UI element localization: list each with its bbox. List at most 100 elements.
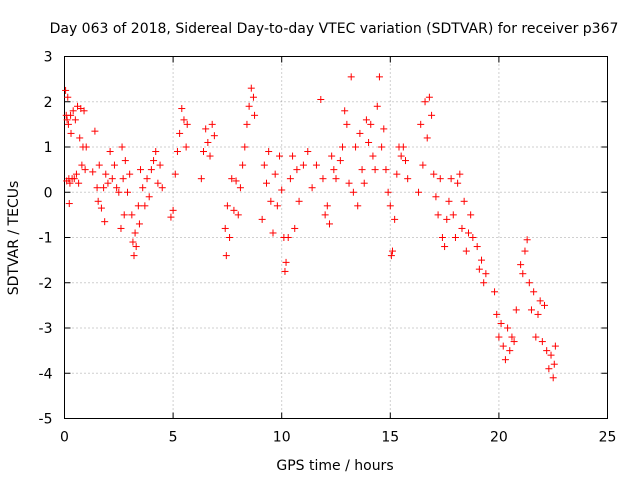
- data-point: [64, 93, 72, 101]
- data-point: [200, 148, 208, 156]
- data-point: [328, 152, 336, 160]
- data-point: [72, 170, 80, 178]
- data-point: [369, 152, 377, 160]
- data-point: [482, 270, 490, 278]
- data-point: [397, 152, 405, 160]
- data-points: [62, 73, 559, 382]
- data-point: [145, 193, 153, 201]
- data-point: [234, 211, 242, 219]
- data-point: [504, 324, 512, 332]
- data-point: [202, 125, 210, 133]
- data-point: [447, 175, 455, 183]
- data-point: [128, 211, 136, 219]
- data-point: [428, 111, 436, 119]
- data-point: [347, 73, 355, 81]
- data-point: [243, 120, 251, 128]
- data-point: [130, 252, 138, 260]
- data-point: [197, 175, 205, 183]
- x-tick-label: 0: [60, 430, 69, 446]
- data-point: [349, 188, 357, 196]
- data-point: [152, 148, 160, 156]
- data-point: [425, 93, 433, 101]
- data-point: [135, 220, 143, 228]
- data-point: [419, 161, 427, 169]
- data-point: [232, 177, 240, 185]
- data-point: [239, 161, 247, 169]
- data-point: [525, 279, 533, 287]
- data-point: [550, 360, 558, 368]
- data-point: [432, 193, 440, 201]
- data-point: [365, 138, 373, 146]
- data-point: [204, 138, 212, 146]
- data-point: [63, 116, 71, 124]
- data-point: [273, 202, 281, 210]
- data-point: [417, 120, 425, 128]
- data-point: [169, 206, 177, 214]
- data-point: [267, 197, 275, 205]
- data-point: [134, 202, 142, 210]
- data-point: [113, 184, 121, 192]
- data-point: [247, 84, 255, 92]
- data-point: [380, 125, 388, 133]
- data-point: [339, 143, 347, 151]
- data-point: [362, 116, 370, 124]
- data-point: [387, 252, 395, 260]
- data-point: [510, 338, 518, 346]
- data-point: [402, 157, 410, 165]
- y-tick-label: -1: [39, 231, 53, 247]
- data-point: [76, 134, 84, 142]
- data-point: [480, 279, 488, 287]
- data-point: [260, 161, 268, 169]
- data-point: [156, 161, 164, 169]
- data-point: [312, 161, 320, 169]
- data-point: [527, 306, 535, 314]
- axis-ticks: [64, 56, 608, 419]
- data-point: [286, 175, 294, 183]
- data-point: [147, 166, 155, 174]
- data-point: [545, 365, 553, 373]
- data-point: [551, 342, 559, 350]
- data-point: [208, 120, 216, 128]
- data-point: [66, 179, 74, 187]
- data-point: [386, 202, 394, 210]
- data-point: [399, 143, 407, 151]
- data-point: [69, 107, 77, 115]
- data-point: [332, 175, 340, 183]
- data-point: [356, 129, 364, 137]
- data-point: [460, 197, 468, 205]
- data-point: [388, 247, 396, 255]
- data-point: [154, 179, 162, 187]
- data-point: [421, 98, 429, 106]
- data-point: [467, 211, 475, 219]
- data-point: [473, 243, 481, 251]
- data-point: [251, 111, 259, 119]
- y-tick-label: -4: [39, 366, 53, 382]
- y-tick-label: 2: [44, 95, 53, 111]
- data-point: [137, 166, 145, 174]
- data-point: [462, 247, 470, 255]
- data-point: [271, 170, 279, 178]
- data-point: [97, 204, 105, 212]
- data-point: [512, 306, 520, 314]
- data-point: [538, 338, 546, 346]
- data-point: [249, 93, 257, 101]
- data-point: [308, 184, 316, 192]
- data-point: [549, 374, 557, 382]
- y-tick-labels: -5 -4 -3 -2 -1 0 1 2 3: [39, 50, 53, 428]
- data-point: [158, 184, 166, 192]
- data-point: [78, 161, 86, 169]
- data-point: [110, 161, 118, 169]
- data-point: [299, 161, 307, 169]
- data-point: [126, 170, 134, 178]
- grid-lines: [64, 56, 608, 419]
- data-point: [171, 170, 179, 178]
- data-point: [497, 319, 505, 327]
- data-point: [121, 157, 129, 165]
- data-point: [95, 161, 103, 169]
- data-point: [534, 310, 542, 318]
- data-point: [319, 175, 327, 183]
- data-point: [65, 200, 73, 208]
- data-point: [345, 179, 353, 187]
- data-point: [336, 157, 344, 165]
- data-point: [317, 95, 325, 103]
